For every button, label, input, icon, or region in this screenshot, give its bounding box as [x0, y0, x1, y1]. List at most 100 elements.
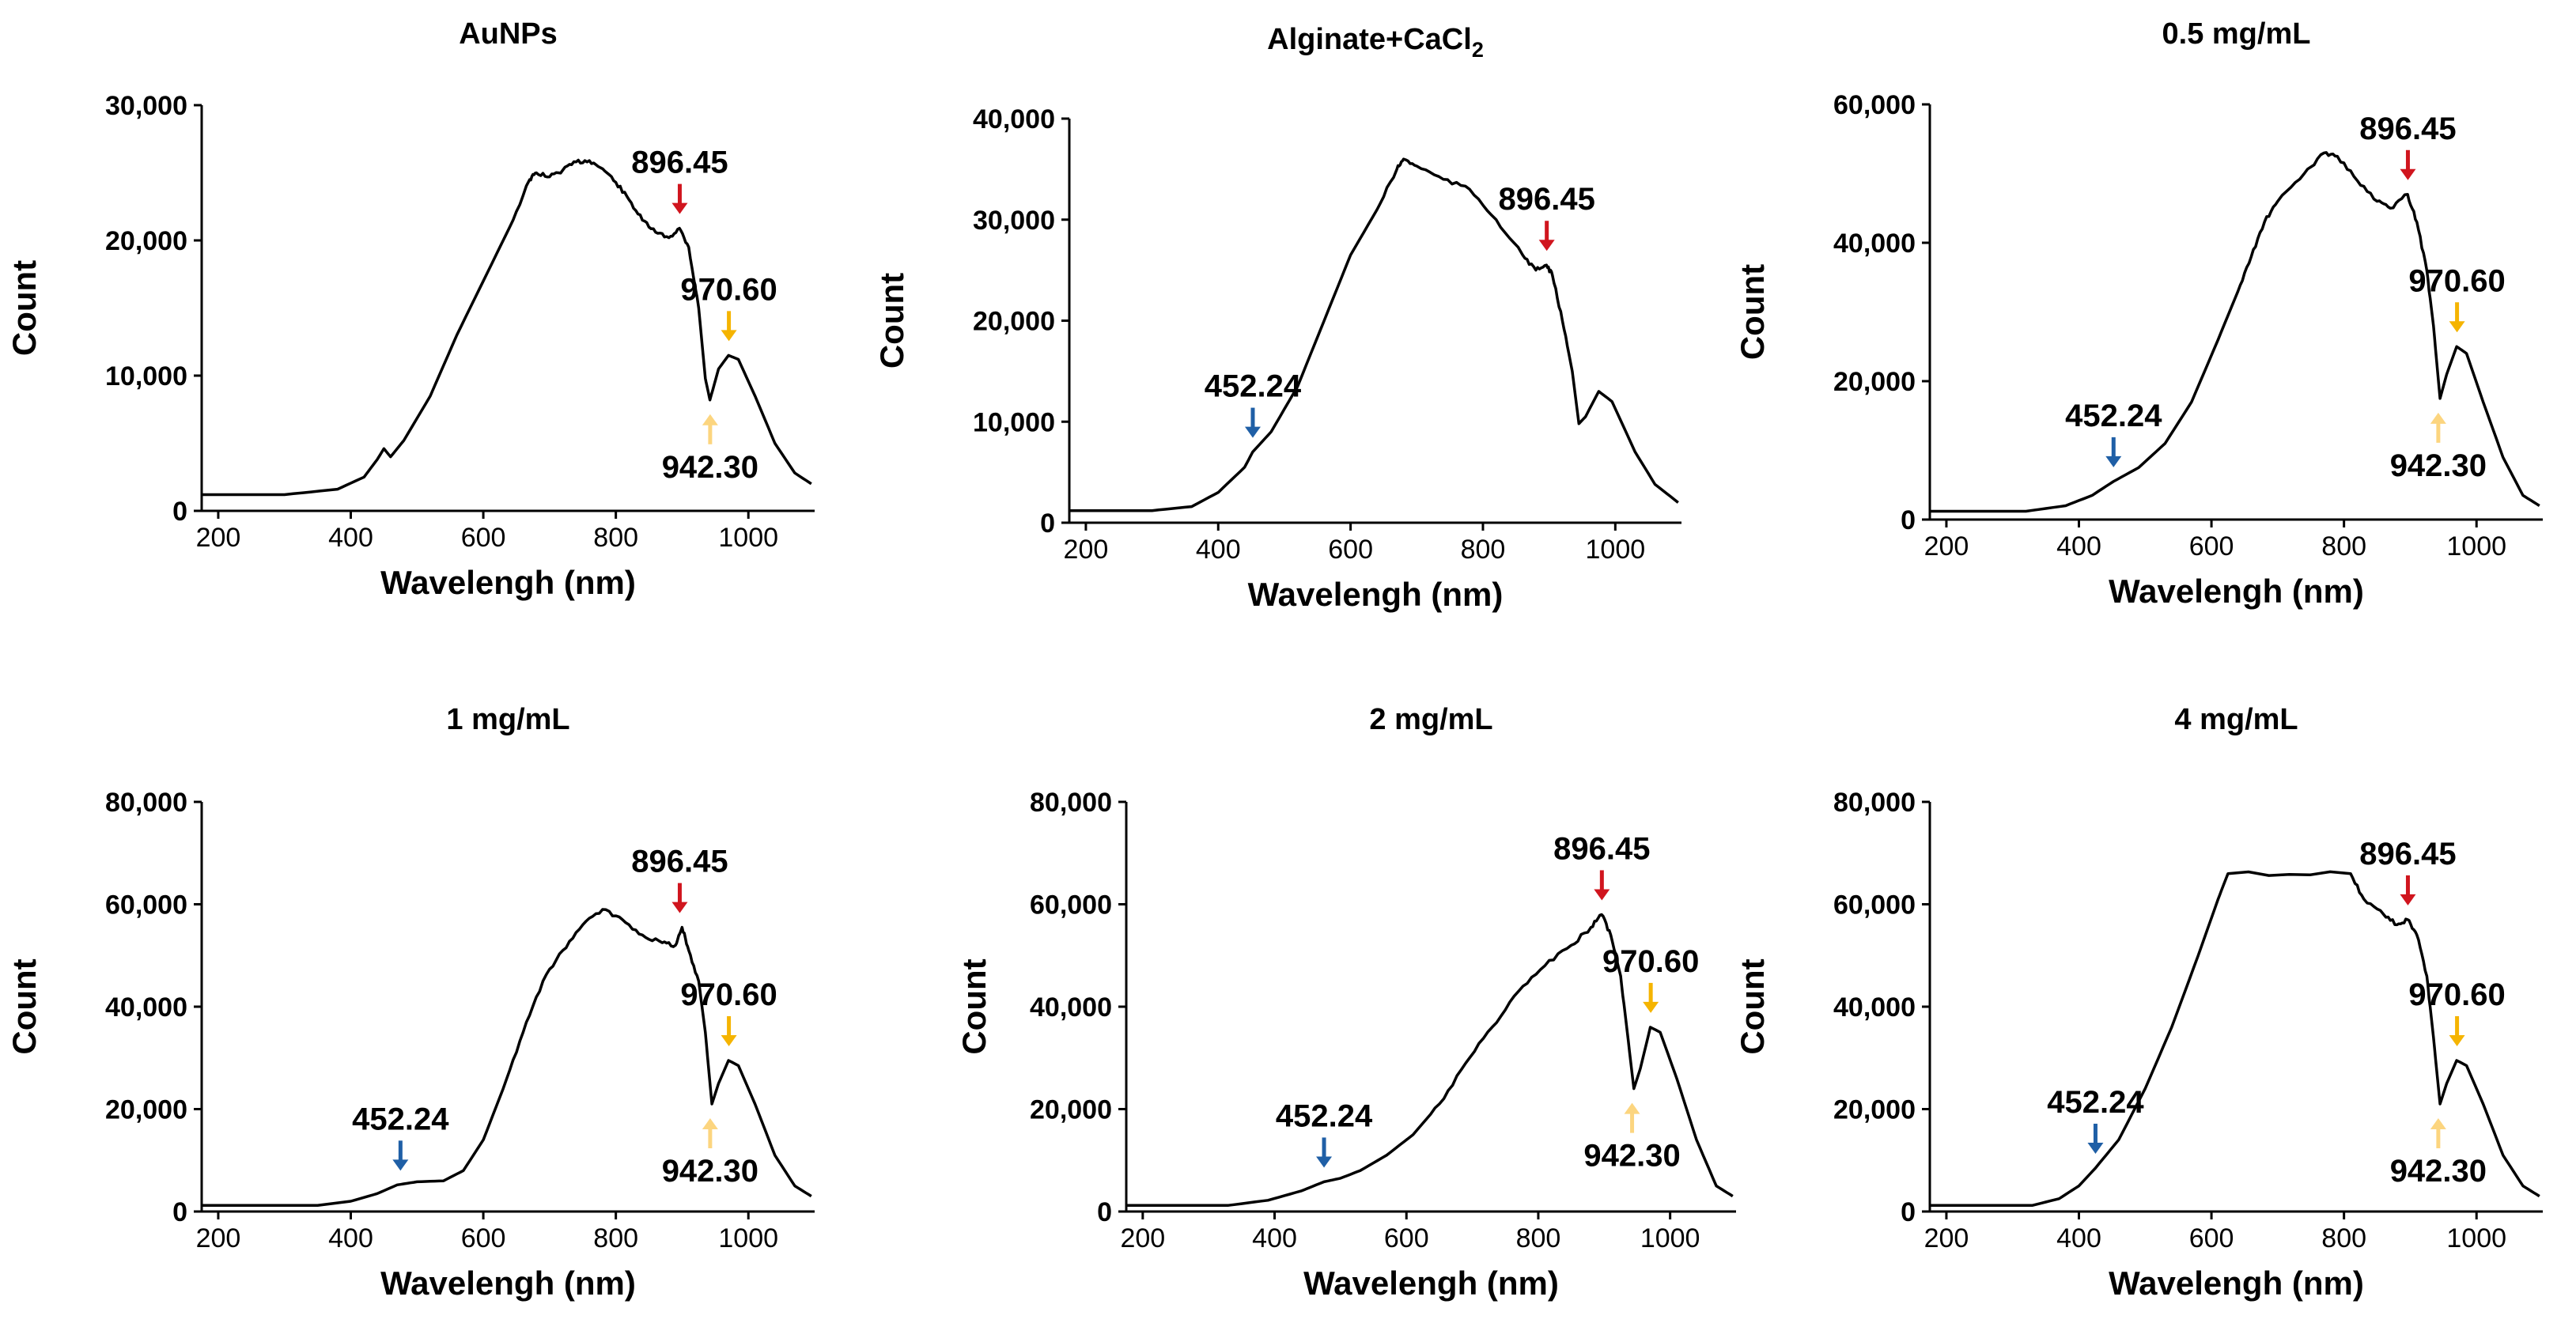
spectrum-line	[1069, 157, 1679, 512]
y-tick-label: 10,000	[973, 407, 1055, 437]
peak-annotation-452-24: 452.24	[1205, 369, 1302, 438]
peak-annotation-896-45: 896.45	[631, 845, 728, 913]
x-tick-label: 400	[2056, 531, 2101, 561]
x-tick-label: 400	[1252, 1223, 1297, 1253]
peak-annotation-942-30: 942.30	[2390, 412, 2487, 483]
chart-title: Alginate+CaCl2	[1267, 23, 1484, 62]
peak-annotation-452-24: 452.24	[2065, 399, 2162, 467]
y-axis-label: Count	[873, 273, 910, 369]
annotation-arrow-head	[671, 902, 688, 913]
annotation-arrow-head	[1624, 1102, 1640, 1114]
y-tick-label: 10,000	[105, 361, 187, 391]
y-tick-label: 0	[1040, 508, 1055, 539]
annotation-label: 896.45	[1553, 831, 1650, 866]
spectrum-line	[1126, 913, 1734, 1207]
x-axis-label: Wavelengh (nm)	[1248, 576, 1504, 613]
x-tick-label: 400	[1196, 535, 1241, 565]
chart-panel-1: AuNPs 200 400 600 800 1000 0 10,000 20,000 30,000…	[6, 17, 815, 601]
y-tick-label: 80,000	[1030, 788, 1112, 818]
annotation-label: 942.30	[2390, 448, 2487, 483]
y-tick-label: 60,000	[1833, 90, 1916, 120]
y-tick-label: 0	[172, 1197, 187, 1227]
annotation-label: 452.24	[2065, 399, 2162, 433]
annotation-arrow-head	[721, 330, 737, 342]
x-axis-label: Wavelengh (nm)	[380, 564, 636, 601]
chart-panel-3: 0.5 mg/mL 200 400 600 800 1000 0 20,000 40,000 60…	[1734, 17, 2543, 610]
annotation-arrow-head	[2087, 1142, 2104, 1154]
peak-annotation-452-24: 452.24	[1276, 1098, 1373, 1168]
peak-annotation-970-60: 970.60	[1602, 944, 1699, 1013]
annotation-arrow-head	[1643, 1001, 1659, 1013]
x-tick-label: 1000	[2446, 531, 2506, 561]
x-tick-label: 200	[1120, 1223, 1165, 1253]
annotation-arrow-head	[2449, 1034, 2465, 1046]
annotation-label: 452.24	[2047, 1085, 2144, 1120]
chart-panel-6: 4 mg/mL 200 400 600 800 1000 0 20,000 40,000 60,0…	[1734, 703, 2543, 1302]
y-tick-label: 20,000	[1833, 367, 1916, 397]
y-tick-label: 20,000	[1833, 1095, 1916, 1125]
y-tick-label: 0	[172, 497, 187, 527]
annotation-arrow-head	[721, 1034, 737, 1046]
annotation-arrow-head	[1244, 426, 1261, 438]
chart-panel-4: 1 mg/mL 200 400 600 800 1000 0 20,000 40,000 60,0…	[6, 703, 815, 1302]
y-tick-label: 40,000	[105, 992, 187, 1023]
x-tick-label: 200	[196, 1223, 241, 1253]
chart-title: AuNPs	[459, 17, 558, 51]
annotation-label: 970.60	[1602, 944, 1699, 979]
peak-annotation-896-45: 896.45	[2359, 837, 2457, 905]
annotation-arrow-head	[2449, 321, 2465, 333]
y-axis-label: Count	[1734, 264, 1771, 360]
x-tick-label: 800	[2321, 531, 2366, 561]
y-tick-label: 0	[1097, 1197, 1112, 1227]
x-tick-label: 800	[2321, 1223, 2366, 1253]
peak-annotation-942-30: 942.30	[2390, 1118, 2487, 1189]
spectrum-line	[202, 158, 812, 497]
peak-annotation-452-24: 452.24	[352, 1102, 449, 1171]
annotation-label: 942.30	[662, 450, 758, 485]
y-tick-label: 80,000	[105, 788, 187, 818]
y-tick-label: 20,000	[973, 307, 1055, 337]
peak-annotation-970-60: 970.60	[680, 977, 777, 1046]
x-tick-label: 600	[2189, 1223, 2234, 1253]
peak-annotation-970-60: 970.60	[2408, 263, 2506, 333]
y-axis-label: Count	[955, 958, 993, 1054]
annotation-label: 452.24	[352, 1102, 449, 1136]
x-axis-label: Wavelengh (nm)	[2109, 1265, 2364, 1302]
peak-annotation-942-30: 942.30	[662, 414, 758, 485]
x-axis-label: Wavelengh (nm)	[1303, 1265, 1559, 1302]
x-tick-label: 1000	[1586, 535, 1646, 565]
annotation-arrow-head	[1316, 1156, 1333, 1168]
chart-title: 2 mg/mL	[1369, 703, 1492, 736]
peak-annotation-970-60: 970.60	[680, 272, 777, 342]
x-tick-label: 600	[461, 1223, 506, 1253]
peak-annotation-896-45: 896.45	[2359, 112, 2457, 180]
x-tick-label: 200	[1924, 1223, 1969, 1253]
x-tick-label: 1000	[718, 523, 778, 553]
peak-annotation-942-30: 942.30	[662, 1118, 758, 1189]
y-tick-label: 20,000	[105, 1095, 187, 1125]
annotation-arrow-head	[702, 1118, 718, 1130]
chart-panel-2: Alginate+CaCl2 200 400 600 800 1000 0 10,000 20,…	[873, 23, 1681, 613]
x-tick-label: 800	[593, 1223, 638, 1253]
annotation-arrow-head	[1538, 240, 1555, 251]
chart-title: 4 mg/mL	[2174, 703, 2298, 736]
x-tick-label: 200	[196, 523, 241, 553]
y-tick-label: 60,000	[1833, 890, 1916, 920]
x-tick-label: 400	[2056, 1223, 2101, 1253]
annotation-arrow-head	[2430, 412, 2446, 424]
annotation-arrow-head	[2430, 1118, 2446, 1130]
y-tick-label: 30,000	[105, 91, 187, 121]
annotation-label: 942.30	[1583, 1139, 1680, 1174]
x-tick-label: 400	[328, 523, 373, 553]
x-tick-label: 400	[328, 1223, 373, 1253]
annotation-label: 896.45	[2359, 112, 2456, 146]
annotation-label: 896.45	[631, 845, 728, 879]
annotation-label: 896.45	[1499, 182, 1595, 217]
annotation-label: 896.45	[2359, 837, 2456, 871]
annotation-arrow-head	[702, 414, 718, 425]
x-tick-label: 200	[1924, 531, 1969, 561]
y-tick-label: 0	[1901, 505, 1916, 535]
x-tick-label: 800	[1461, 535, 1506, 565]
peak-annotation-942-30: 942.30	[1583, 1102, 1681, 1174]
